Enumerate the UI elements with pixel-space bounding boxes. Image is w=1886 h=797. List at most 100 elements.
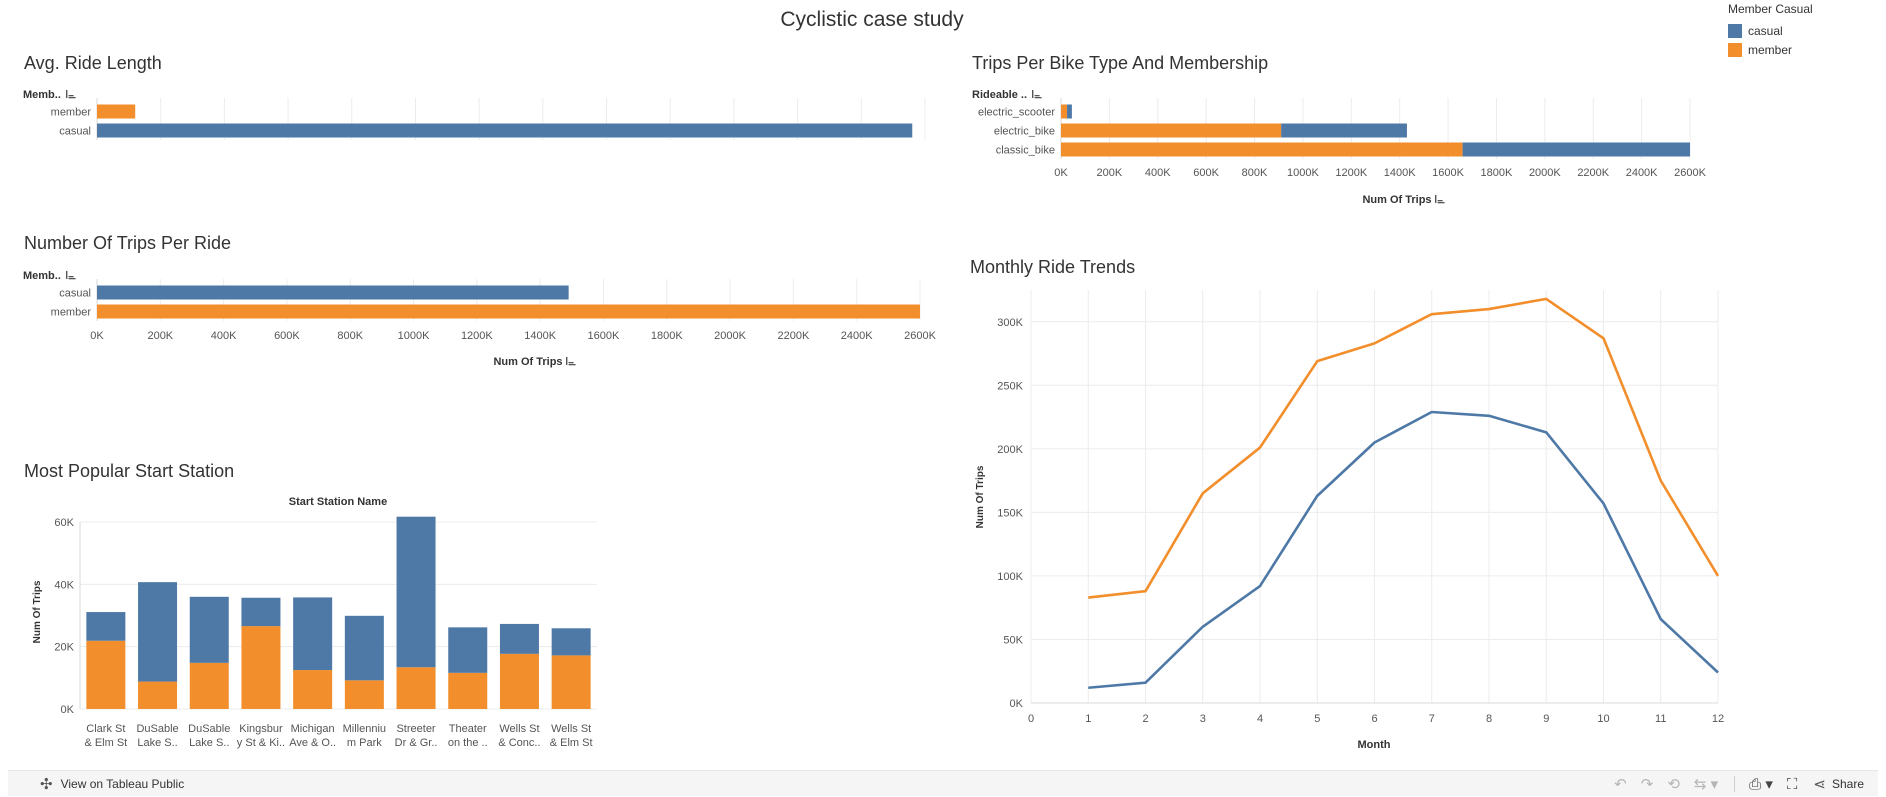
- start-station-bar-member[interactable]: [396, 667, 436, 709]
- trips-by-bike-type-title: Trips Per Bike Type And Membership: [972, 53, 1268, 73]
- trips-by-bike-type-bar-member[interactable]: [1061, 123, 1282, 138]
- trips-by-bike-type-bar-casual[interactable]: [1067, 104, 1072, 119]
- trips-by-bike-type-bar-casual[interactable]: [1462, 142, 1690, 157]
- start-station-category-label: Clark St: [86, 723, 125, 735]
- trips-per-ride-sort-icon[interactable]: [66, 271, 76, 280]
- start-station-category-label: on the ..: [448, 737, 488, 749]
- trips-by-bike-type-axis-sort-icon[interactable]: [1435, 195, 1445, 204]
- redo-icon[interactable]: ↷: [1640, 776, 1654, 793]
- fullscreen-icon[interactable]: ⛶: [1786, 775, 1798, 793]
- monthly-trends-tick-label: 100K: [997, 571, 1023, 583]
- view-on-tableau-link[interactable]: ✣ View on Tableau Public: [40, 775, 184, 793]
- trips-per-ride-tick-label: 400K: [211, 330, 237, 342]
- avg-ride-length-bar-member[interactable]: [97, 104, 136, 119]
- monthly-trends-tick-label: 0: [1028, 713, 1034, 725]
- avg-ride-length-sort-icon[interactable]: [66, 90, 76, 99]
- legend-item-casual[interactable]: casual: [1728, 21, 1878, 40]
- start-station-category-label: Wells St: [499, 723, 539, 735]
- trips-by-bike-type-bar-member[interactable]: [1061, 142, 1463, 157]
- download-icon[interactable]: ⎙ ▾: [1749, 776, 1773, 793]
- start-station-bar-casual[interactable]: [189, 596, 229, 663]
- undo-icon[interactable]: ↶: [1614, 776, 1627, 793]
- monthly-trends-tick-label: 2: [1142, 713, 1148, 725]
- share-icon: ⋖: [1813, 776, 1826, 793]
- start-station-bar-member[interactable]: [344, 680, 384, 709]
- start-station-tick-label: 20K: [54, 642, 74, 654]
- trips-per-ride-tick-label: 0K: [90, 330, 104, 342]
- start-station-bar-casual[interactable]: [293, 597, 333, 671]
- start-station-bar-member[interactable]: [551, 655, 591, 709]
- start-station-bar-casual[interactable]: [344, 615, 384, 681]
- toolbar-controls: ↶ ↷ ⟲ ⇆ ▾ ⎙ ▾ ⛶ ⋖ Share: [1600, 771, 1864, 797]
- share-button[interactable]: ⋖ Share: [1813, 775, 1864, 793]
- revert-icon[interactable]: ⟲: [1667, 776, 1680, 793]
- start-station-bar-member[interactable]: [499, 653, 539, 709]
- trips-by-bike-type-sort-icon[interactable]: [1032, 90, 1042, 99]
- trips-per-ride-tick-label: 2400K: [841, 330, 873, 342]
- trips-per-ride-dim-label[interactable]: Memb..: [23, 270, 61, 282]
- monthly-trends-tick-label: 4: [1257, 713, 1263, 725]
- start-station-bar-member[interactable]: [86, 640, 126, 709]
- trips-by-bike-type-tick-label: 800K: [1242, 167, 1268, 179]
- start-station-bar-casual[interactable]: [448, 627, 488, 673]
- legend-title: Member Casual: [1728, 2, 1813, 16]
- monthly-trends-line-member[interactable]: [1088, 297, 1720, 599]
- monthly-trends-tick-label: 8: [1486, 713, 1492, 725]
- start-station-bar-member[interactable]: [189, 662, 229, 709]
- monthly-trends-line-casual[interactable]: [1088, 410, 1719, 690]
- start-station-bar-member[interactable]: [241, 626, 281, 709]
- start-station-bar-casual[interactable]: [396, 516, 436, 668]
- monthly-trends-x-axis-title[interactable]: Month: [1358, 739, 1391, 751]
- trips-per-ride-tick-label: 1600K: [588, 330, 620, 342]
- start-station-category-label: m Park: [347, 737, 382, 749]
- start-station-bar-casual[interactable]: [138, 582, 178, 682]
- footer-toolbar: ✣ View on Tableau Public ↶ ↷ ⟲ ⇆ ▾ ⎙ ▾ ⛶…: [8, 770, 1878, 796]
- start-station-bar-member[interactable]: [138, 681, 178, 709]
- monthly-trends-tick-label: 3: [1200, 713, 1206, 725]
- avg-ride-length-category-label: member: [51, 107, 92, 119]
- start-station-category-label: Kingsbur: [239, 723, 283, 735]
- share-label: Share: [1831, 777, 1864, 791]
- monthly-trends-tick-label: 150K: [997, 507, 1023, 519]
- monthly-trends-tick-label: 10: [1597, 713, 1609, 725]
- monthly-trends-tick-label: 12: [1712, 713, 1724, 725]
- avg-ride-length-title: Avg. Ride Length: [24, 53, 162, 73]
- start-station-bar-member[interactable]: [293, 670, 333, 709]
- trips-by-bike-type-tick-label: 1800K: [1481, 167, 1513, 179]
- start-station-tick-label: 40K: [54, 579, 74, 591]
- trips-per-ride-tick-label: 2600K: [904, 330, 936, 342]
- start-station-title: Most Popular Start Station: [24, 461, 234, 481]
- start-station-category-label: DuSable: [188, 723, 230, 735]
- avg-ride-length-dim-label[interactable]: Memb..: [23, 89, 61, 101]
- monthly-trends-tick-label: 6: [1371, 713, 1377, 725]
- dashboard-title: Cyclistic case study: [780, 8, 964, 31]
- trips-per-ride-axis-sort-icon[interactable]: [566, 357, 576, 366]
- start-station-category-label: Millenniu: [343, 723, 386, 735]
- trips-by-bike-type-bar-member[interactable]: [1061, 104, 1068, 119]
- legend-item-member[interactable]: member: [1728, 40, 1878, 59]
- trips-per-ride-bar-casual[interactable]: [97, 285, 569, 300]
- monthly-trends-tick-label: 1: [1085, 713, 1091, 725]
- trips-per-ride-tick-label: 200K: [147, 330, 173, 342]
- avg-ride-length-bar-casual[interactable]: [97, 123, 913, 138]
- trips-by-bike-type-tick-label: 2000K: [1529, 167, 1561, 179]
- legend: Member Casual casual member: [1728, 2, 1878, 59]
- start-station-bar-casual[interactable]: [499, 623, 539, 654]
- trips-by-bike-type-dim-label[interactable]: Rideable ..: [972, 89, 1027, 101]
- start-station-bar-casual[interactable]: [241, 597, 281, 627]
- trips-by-bike-type-tick-label: 200K: [1097, 167, 1123, 179]
- refresh-icon[interactable]: ⇆ ▾: [1693, 776, 1719, 793]
- legend-label-casual: casual: [1748, 23, 1783, 38]
- trips-per-ride-axis-title[interactable]: Num Of Trips: [493, 356, 562, 368]
- start-station-bar-member[interactable]: [448, 672, 488, 709]
- trips-per-ride-tick-label: 2200K: [777, 330, 809, 342]
- start-station-category-label: y St & Ki..: [237, 737, 285, 749]
- trips-by-bike-type-axis-title[interactable]: Num Of Trips: [1362, 194, 1431, 206]
- trips-per-ride-bar-member[interactable]: [97, 304, 920, 319]
- trips-per-ride-tick-label: 1800K: [651, 330, 683, 342]
- trips-per-ride-category-label: member: [51, 307, 92, 319]
- trips-by-bike-type-tick-label: 1400K: [1384, 167, 1416, 179]
- start-station-bar-casual[interactable]: [86, 612, 126, 641]
- start-station-bar-casual[interactable]: [551, 628, 591, 656]
- trips-by-bike-type-bar-casual[interactable]: [1281, 123, 1407, 138]
